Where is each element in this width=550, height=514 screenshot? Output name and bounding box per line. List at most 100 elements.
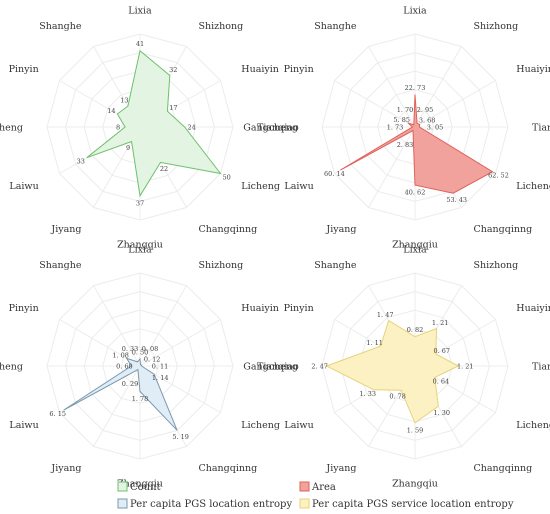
value-label-huaiyin: 0. 67 (434, 347, 451, 355)
radar-panel-area: 22. 73 2. 95 3. 683. 05 62. 52 53. 43 40. 62 2… (243, 6, 550, 251)
value-label-shizhong: 32 (169, 66, 177, 74)
value-label-pinyin: 1. 11 (366, 339, 383, 347)
category-label-laiwu: Laiwu (284, 420, 313, 431)
value-label-jiyang: 0. 29 (122, 380, 139, 388)
legend-label-service-location-entropy: Per capita PGS service location entropy (312, 499, 514, 510)
value-label-licheng: 0. 64 (433, 377, 450, 385)
category-label-shizhong: Shizhong (474, 260, 519, 271)
legend-label-area: Area (311, 482, 336, 493)
category-label-zhangqiu: Zhangqiu (117, 479, 163, 490)
value-label-jiyang: 2. 83 (397, 141, 414, 149)
value-label-pinyin: 5. 85 (393, 116, 410, 124)
value-label-changqinng: 22 (160, 165, 168, 173)
category-label-pinyin: Pinyin (9, 303, 39, 314)
value-label-jiyang: 0. 78 (389, 393, 406, 401)
category-label-laiwu: Laiwu (284, 181, 313, 192)
category-label-jiyang: Jiyang (325, 463, 356, 474)
category-label-lixia: Lixia (403, 245, 427, 256)
category-label-tianqiao: Tianqiao (257, 123, 299, 134)
value-label-pinyin: 14 (107, 107, 115, 115)
category-label-pinyin: Pinyin (284, 64, 314, 75)
value-label-changqinng: 1. 30 (434, 409, 451, 417)
category-label-shanghe: Shanghe (314, 260, 357, 271)
axis-spoke (334, 80, 416, 128)
value-label-huaiyin: 17 (169, 104, 177, 112)
category-label-lixia: Lixia (403, 6, 427, 17)
value-label-shizhong: 1. 21 (432, 319, 449, 327)
value-label-laiwu: 6. 15 (49, 410, 66, 418)
category-label-changqinng: Changqinng (474, 463, 533, 474)
category-label-tianqiao: Tianqiao (532, 362, 550, 373)
value-label-changqinng: 5. 19 (172, 433, 189, 441)
category-label-changqinng: Changqinng (474, 224, 533, 235)
value-label-shizhong: 0. 08 (142, 345, 159, 353)
legend-item-count: Count (117, 481, 161, 493)
value-label-licheng: 62. 52 (488, 172, 509, 180)
category-label-shanghe: Shanghe (39, 260, 82, 271)
category-label-licheng: Licheng (241, 181, 280, 192)
category-label-shanghe: Shanghe (39, 21, 82, 32)
category-label-lixia: Lixia (128, 245, 152, 256)
category-label-shizhong: Shizhong (474, 21, 519, 32)
category-label-jiyang: Jiyang (50, 224, 81, 235)
radar-panel-location-entropy: 0. 500. 08 0. 120. 11 1. 14 5. 19 1. 78 0. 29… (0, 245, 299, 490)
series-area-count (86, 49, 222, 198)
value-label-tianqiao: 1. 21 (457, 363, 474, 371)
legend: Count Area Per capita PGS location entro… (117, 481, 514, 510)
value-label-shanghe: 1. 70 (397, 106, 414, 114)
category-label-licheng: Licheng (516, 420, 550, 431)
value-label-zhangqiu: 40. 62 (405, 189, 426, 197)
value-label-pinyin: 1. 08 (112, 351, 129, 359)
legend-item-location-entropy: Per capita PGS location entropy (117, 498, 292, 510)
axis-spoke (93, 365, 141, 447)
category-label-gangcheng: Gangcheng (0, 362, 23, 373)
category-label-gangcheng: Gangcheng (243, 123, 298, 134)
value-label-tianqiao: 0. 11 (152, 363, 169, 371)
legend-item-service-location-entropy: Per capita PGS service location entropy (299, 498, 514, 510)
value-label-gangcheng: 2. 47 (311, 363, 328, 371)
category-label-laiwu: Laiwu (9, 181, 38, 192)
category-label-pinyin: Pinyin (284, 303, 314, 314)
category-label-licheng: Licheng (516, 181, 550, 192)
legend-label-count: Count (130, 482, 161, 493)
legend-swatch-location-entropy (117, 498, 128, 509)
value-label-shanghe: 13 (120, 97, 128, 105)
axis-spoke (368, 126, 416, 208)
category-label-tianqiao: Tianqiao (532, 123, 550, 134)
category-label-jiyang: Jiyang (325, 224, 356, 235)
value-label-lixia: 0. 50 (132, 348, 149, 356)
axis-spoke (139, 285, 187, 367)
axis-spoke (93, 285, 141, 367)
value-label-laiwu: 33 (77, 158, 85, 166)
value-label-changqinng: 53. 43 (446, 196, 467, 204)
value-label-lixia: 0. 82 (407, 326, 424, 334)
category-label-changqinng: Changqinng (199, 224, 258, 235)
legend-swatch-service-location-entropy (299, 498, 310, 509)
series-area-area (340, 94, 494, 194)
category-label-zhangqiu: Zhangqiu (117, 240, 163, 251)
value-label-zhangqiu: 37 (136, 199, 144, 207)
category-label-huaiyin: Huaiyin (241, 303, 279, 314)
value-label-laiwu: 60. 14 (324, 170, 345, 178)
value-label-tianqiao: 24 (187, 124, 195, 132)
legend-item-area: Area (299, 481, 336, 493)
value-label-tianqiao: 3. 05 (427, 124, 444, 132)
value-label-lixia: 22. 73 (405, 84, 426, 92)
category-label-laiwu: Laiwu (9, 420, 38, 431)
value-label-gangcheng: 1. 73 (387, 124, 404, 132)
category-label-huaiyin: Huaiyin (516, 303, 550, 314)
radar-panel-count: 41 32 17 24 50 22 37 9 33 8 14 13 Lixia Shizhong Huaiy… (0, 6, 299, 251)
value-label-huaiyin: 3. 68 (419, 117, 436, 125)
value-label-licheng: 50 (222, 174, 230, 182)
value-label-shanghe: 1. 47 (377, 311, 394, 319)
value-label-jiyang: 9 (126, 144, 130, 152)
series-area-location-entropy (63, 357, 178, 431)
legend-label-location-entropy: Per capita PGS location entropy (130, 499, 292, 510)
category-label-gangcheng: Gangcheng (243, 362, 298, 373)
value-label-gangcheng: 0. 60 (116, 363, 133, 371)
category-label-gangcheng: Gangcheng (0, 123, 23, 134)
axis-spoke (414, 80, 496, 128)
category-label-tianqiao: Tianqiao (257, 362, 299, 373)
category-label-shanghe: Shanghe (314, 21, 357, 32)
